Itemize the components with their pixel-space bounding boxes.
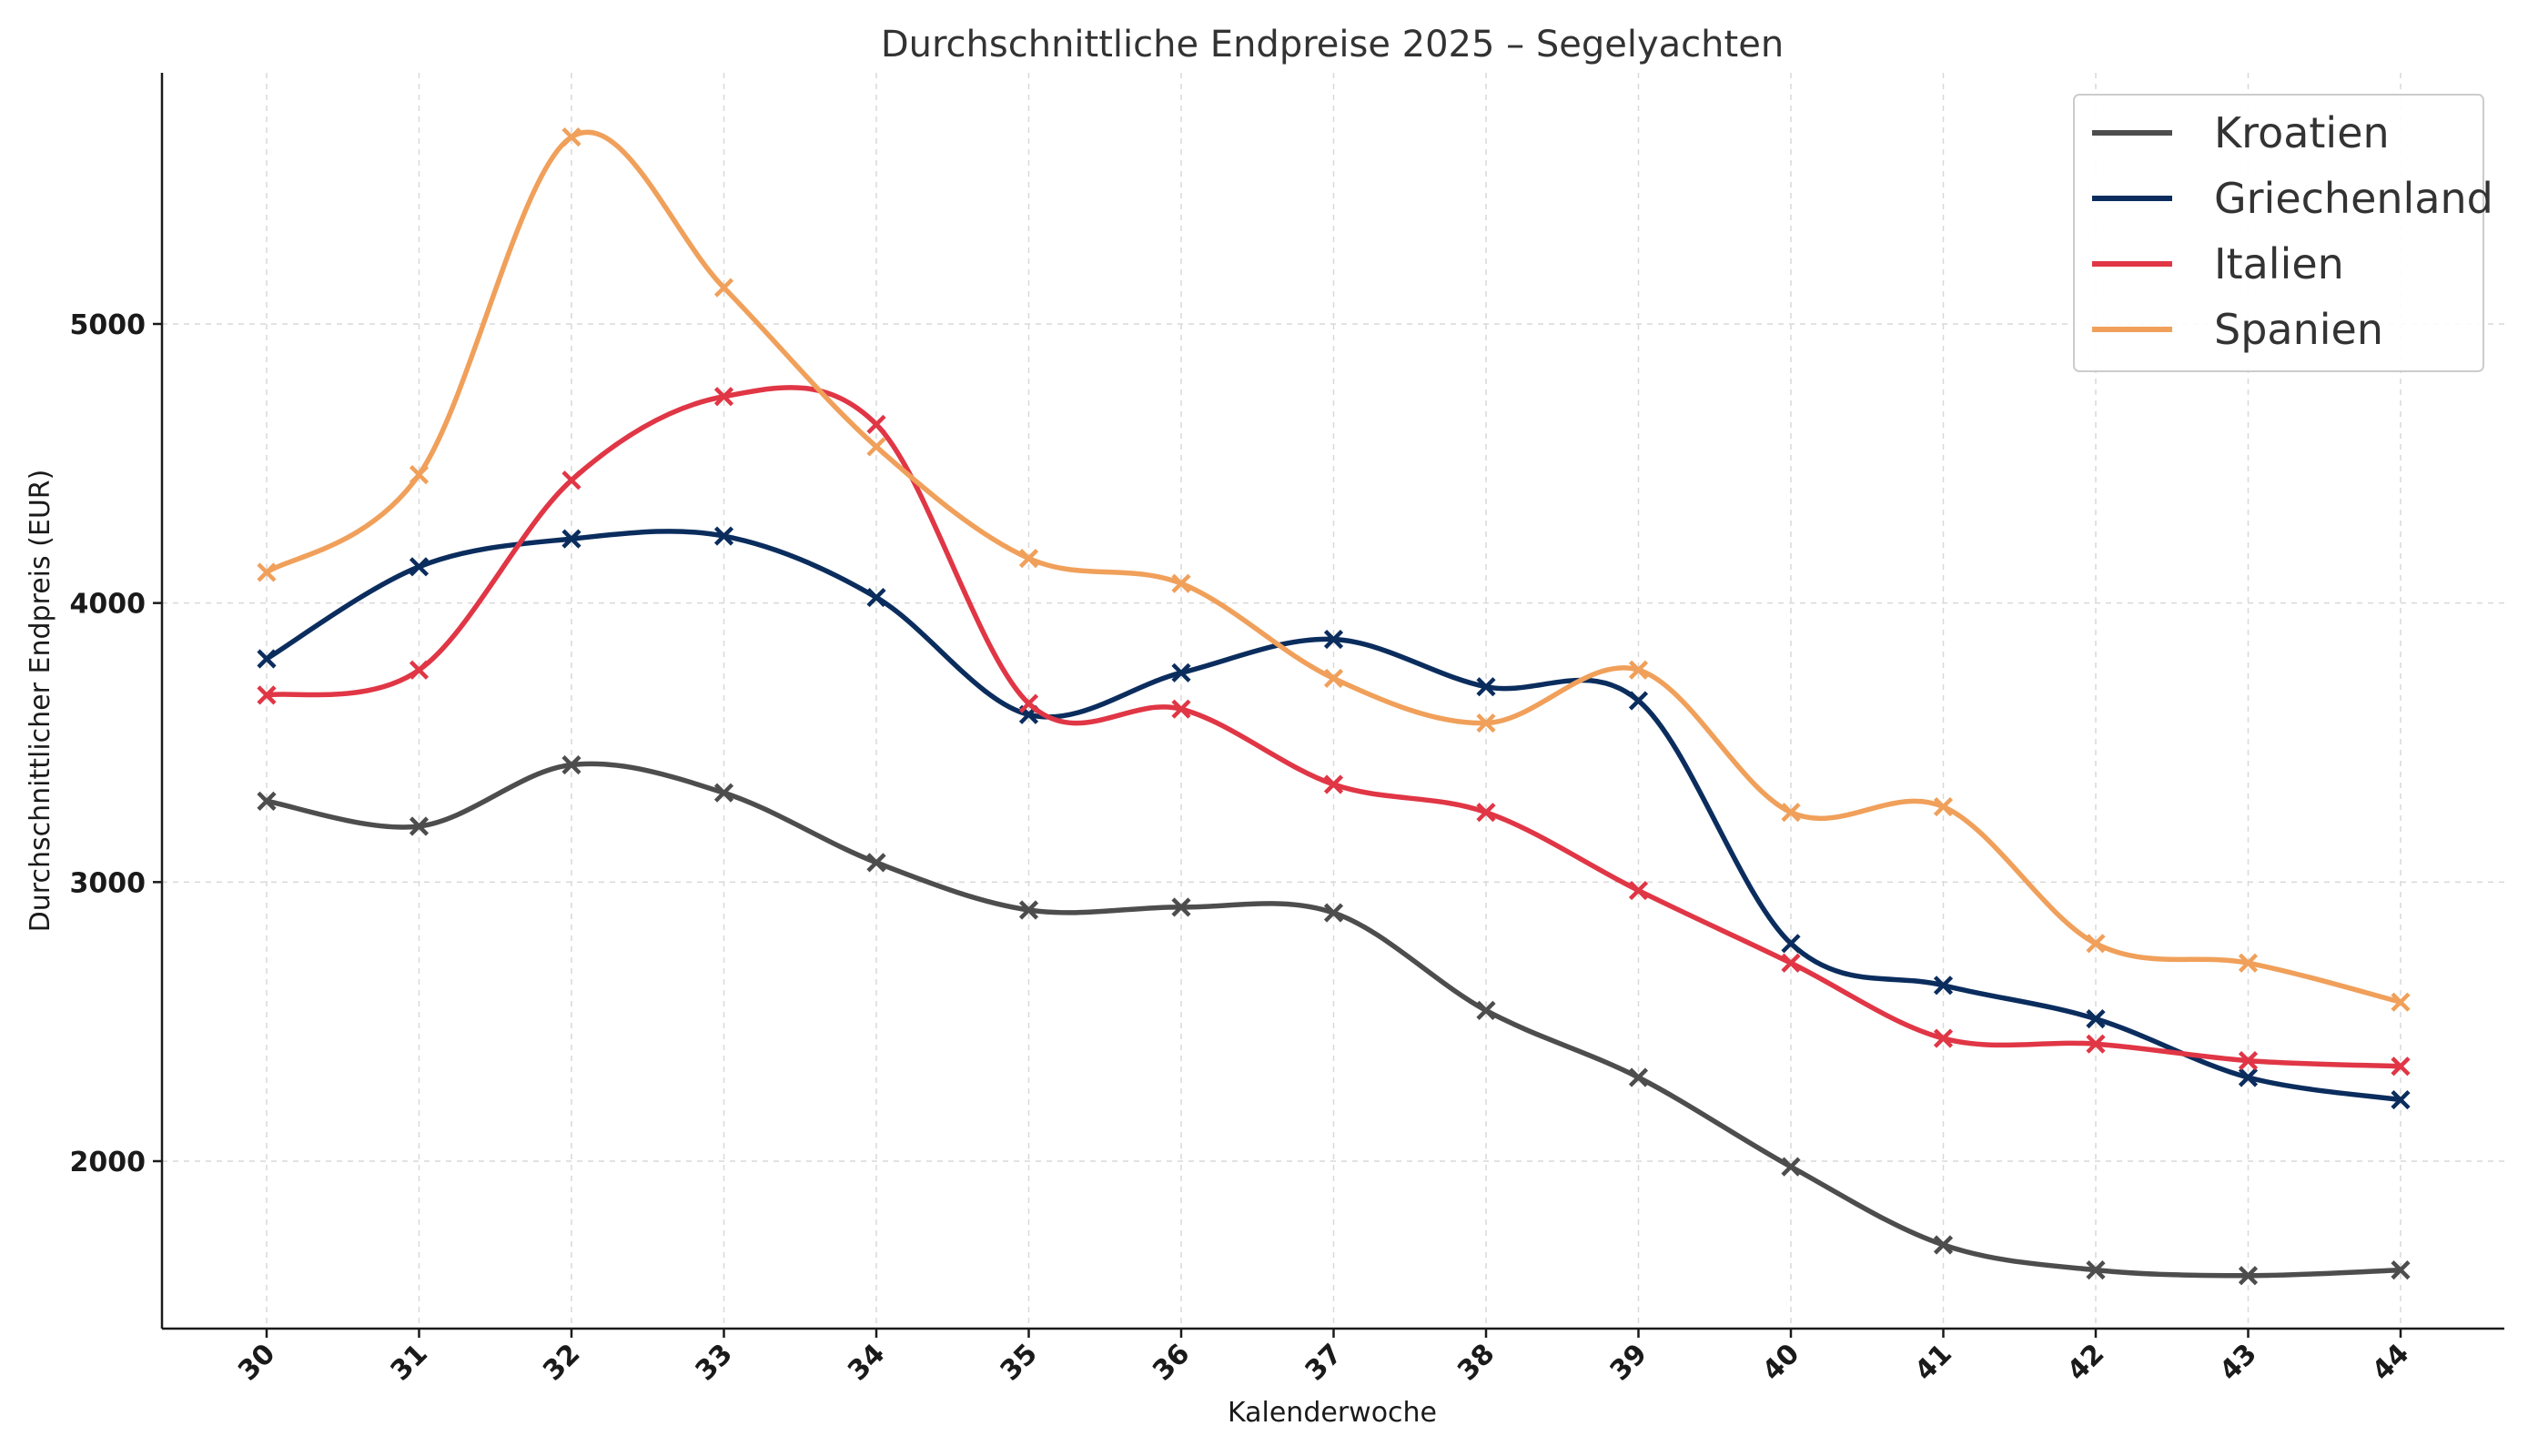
data-point-griechenland: [1171, 662, 1191, 682]
x-tick-label: 42: [2061, 1338, 2110, 1387]
x-tick-label: 35: [995, 1338, 1044, 1387]
x-tick-label: 32: [537, 1338, 586, 1387]
data-point-italien: [257, 685, 277, 705]
x-tick-label: 39: [1604, 1338, 1653, 1387]
data-point-spanien: [1323, 668, 1344, 689]
grid: [162, 73, 2504, 1329]
data-point-italien: [1476, 803, 1496, 823]
x-tick-label: 30: [232, 1338, 281, 1387]
data-point-kroatien: [1171, 897, 1191, 917]
data-point-spanien: [561, 126, 581, 147]
data-point-italien: [866, 414, 886, 434]
x-tick-label: 41: [1909, 1338, 1958, 1387]
series-line-italien: [264, 385, 2403, 1069]
data-point-griechenland: [409, 557, 430, 577]
data-point-italien: [2238, 1051, 2259, 1071]
x-tick-label: 43: [2214, 1338, 2263, 1387]
axes: [153, 73, 2504, 1338]
data-point-spanien: [866, 437, 886, 457]
data-point-kroatien: [1018, 900, 1039, 920]
data-point-kroatien: [2086, 1260, 2106, 1280]
x-tick-label: 37: [1299, 1338, 1349, 1387]
data-point-spanien: [1933, 796, 1954, 817]
chart-title: Durchschnittliche Endpreise 2025 – Segel…: [881, 24, 1784, 66]
series-lines: [257, 126, 2411, 1286]
data-point-italien: [1171, 699, 1191, 719]
legend-label-griechenland: Griechenland: [2214, 174, 2493, 223]
data-point-kroatien: [257, 791, 277, 811]
data-point-kroatien: [713, 783, 734, 803]
data-point-italien: [1323, 774, 1344, 794]
data-point-kroatien: [866, 853, 886, 873]
data-point-italien: [1933, 1028, 1954, 1048]
data-point-italien: [1018, 693, 1039, 713]
x-tick-label: 33: [690, 1338, 739, 1387]
data-point-kroatien: [409, 816, 430, 836]
data-point-italien: [561, 470, 581, 490]
y-tick-label: 2000: [70, 1147, 147, 1178]
data-point-spanien: [2086, 934, 2106, 954]
data-point-kroatien: [2391, 1260, 2411, 1280]
data-point-kroatien: [1628, 1067, 1649, 1087]
data-point-kroatien: [1476, 1000, 1496, 1020]
x-axis-label: Kalenderwoche: [1228, 1397, 1437, 1429]
data-point-spanien: [1628, 660, 1649, 680]
data-point-italien: [409, 660, 430, 680]
data-point-spanien: [257, 562, 277, 582]
legend: Kroatien Griechenland Italien Spanien: [2073, 94, 2493, 372]
x-tick-label: 38: [1451, 1338, 1501, 1387]
x-tick-label: 34: [842, 1338, 891, 1387]
data-point-spanien: [713, 278, 734, 298]
data-point-italien: [2391, 1057, 2411, 1077]
data-point-griechenland: [713, 526, 734, 546]
data-point-griechenland: [2391, 1089, 2411, 1110]
data-point-griechenland: [1781, 934, 1801, 954]
data-point-spanien: [2238, 953, 2259, 973]
x-tick-label: 31: [385, 1338, 434, 1387]
x-tick-label: 36: [1147, 1338, 1196, 1387]
data-point-griechenland: [2238, 1067, 2259, 1087]
legend-label-kroatien: Kroatien: [2214, 108, 2390, 157]
data-point-italien: [1628, 880, 1649, 901]
data-point-kroatien: [1781, 1157, 1801, 1177]
series-line-griechenland: [264, 529, 2403, 1103]
series-kroatien: [257, 754, 2411, 1286]
legend-box: [2073, 94, 2484, 372]
data-point-spanien: [1781, 803, 1801, 823]
data-point-spanien: [409, 465, 430, 485]
data-point-kroatien: [561, 754, 581, 775]
data-point-griechenland: [561, 529, 581, 549]
data-point-italien: [713, 387, 734, 407]
data-point-spanien: [2391, 992, 2411, 1012]
data-point-kroatien: [2238, 1266, 2259, 1286]
data-point-griechenland: [1628, 691, 1649, 711]
y-tick-label: 4000: [70, 589, 147, 621]
y-tick-label: 5000: [70, 309, 147, 341]
y-axis-label: Durchschnittlicher Endpreis (EUR): [25, 470, 56, 933]
data-point-spanien: [1018, 549, 1039, 569]
data-point-griechenland: [1323, 629, 1344, 650]
data-point-italien: [2086, 1034, 2106, 1054]
data-point-griechenland: [257, 649, 277, 669]
data-point-kroatien: [1323, 903, 1344, 923]
data-point-spanien: [1476, 713, 1496, 733]
legend-label-italien: Italien: [2214, 239, 2344, 288]
data-point-griechenland: [1933, 976, 1954, 996]
legend-label-spanien: Spanien: [2214, 305, 2383, 354]
x-tick-label: 40: [1756, 1338, 1805, 1387]
data-point-italien: [1781, 953, 1801, 973]
x-tick-label: 44: [2366, 1338, 2415, 1387]
series-spanien: [257, 126, 2411, 1012]
data-point-griechenland: [2086, 1009, 2106, 1029]
data-point-griechenland: [1476, 677, 1496, 697]
data-point-griechenland: [866, 587, 886, 608]
series-italien: [257, 385, 2411, 1077]
data-point-kroatien: [1933, 1235, 1954, 1255]
y-tick-label: 3000: [70, 867, 147, 899]
data-point-spanien: [1171, 573, 1191, 593]
